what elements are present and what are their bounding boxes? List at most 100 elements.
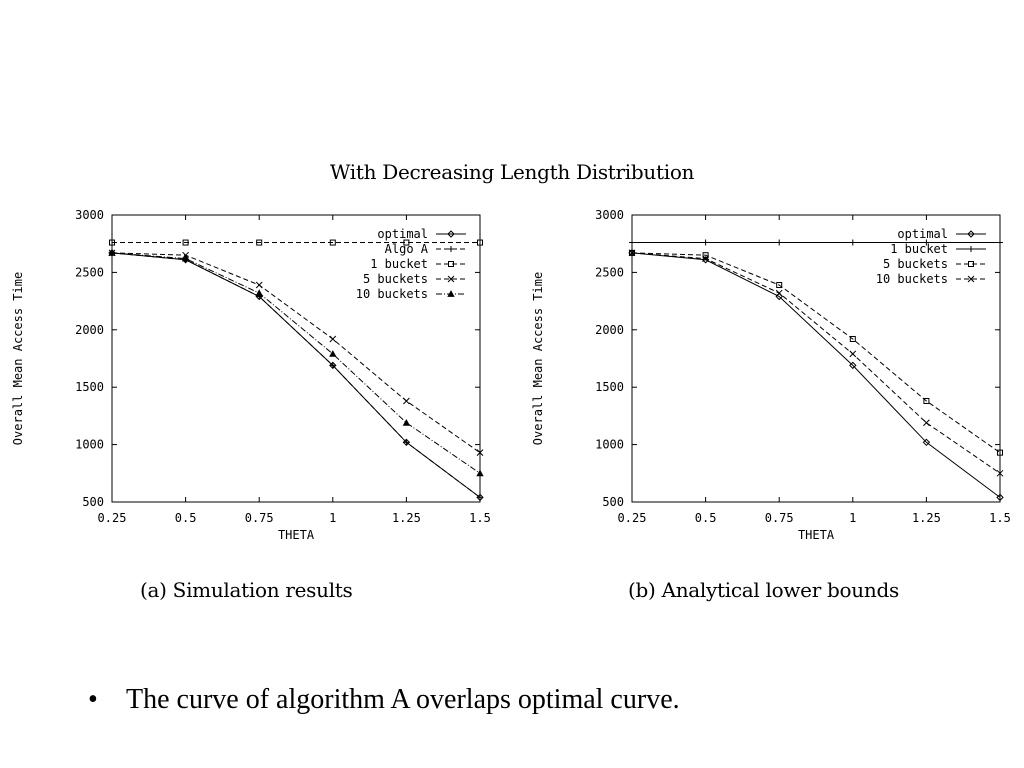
x-tick-label: 1.5 <box>989 511 1011 525</box>
data-point <box>182 239 189 246</box>
data-point <box>628 249 636 257</box>
legend-marker <box>967 230 975 238</box>
x-tick-label: 0.75 <box>765 511 794 525</box>
legend-label: optimal <box>377 227 428 241</box>
legend-marker <box>448 246 454 252</box>
x-tick-label: 0.5 <box>695 511 717 525</box>
legend-label: 1 bucket <box>370 257 428 271</box>
series-line <box>631 252 1001 474</box>
data-point <box>329 335 337 343</box>
x-tick-label: 0.25 <box>98 511 127 525</box>
series-5-buckets <box>629 249 1003 456</box>
data-point <box>775 289 783 297</box>
x-tick-label: 1.25 <box>912 511 941 525</box>
data-point <box>702 252 709 259</box>
bullet-note: • The curve of algorithm A overlaps optim… <box>88 684 680 716</box>
y-tick-label: 2000 <box>595 323 624 337</box>
series-1-bucket <box>109 239 483 246</box>
data-point <box>776 282 783 289</box>
x-tick-label: 0.75 <box>245 511 274 525</box>
x-tick-label: 1 <box>849 511 856 525</box>
legend-marker <box>968 246 974 252</box>
data-point <box>702 239 709 246</box>
series-line <box>111 252 481 498</box>
legend-marker <box>447 275 455 283</box>
caption-simulation-results: (a) Simulation results <box>140 578 353 602</box>
data-point <box>996 493 1004 502</box>
x-tick-label: 1 <box>329 511 336 525</box>
legend-label: 1 bucket <box>890 242 948 256</box>
data-point <box>923 419 930 427</box>
legend-label: 10 buckets <box>356 287 428 301</box>
data-point <box>849 361 857 370</box>
caption-analytical-lower-bounds: (b) Analytical lower bounds <box>628 578 899 602</box>
data-point <box>403 397 410 405</box>
data-point <box>702 255 709 262</box>
data-point <box>996 469 1004 477</box>
x-tick-label: 0.5 <box>175 511 197 525</box>
data-point <box>776 239 783 246</box>
legend-label: 5 buckets <box>883 257 948 271</box>
legend-marker <box>447 230 455 238</box>
series-line <box>111 252 481 454</box>
x-tick-label: 1.25 <box>392 511 421 525</box>
series-10-buckets <box>108 249 484 477</box>
data-point <box>108 249 116 256</box>
y-tick-label: 2500 <box>75 265 104 279</box>
legend-label: 5 buckets <box>363 272 428 286</box>
figure-title: With Decreasing Length Distribution <box>329 160 695 184</box>
data-point <box>849 239 856 246</box>
y-tick-label: 500 <box>602 495 624 509</box>
data-point <box>923 239 930 246</box>
data-point <box>997 449 1003 456</box>
legend-label: optimal <box>897 227 948 241</box>
y-tick-label: 500 <box>82 495 104 509</box>
x-axis-label: THETA <box>278 528 315 542</box>
y-tick-label: 1500 <box>595 380 624 394</box>
y-axis-label: Overall Mean Access Time <box>531 272 545 445</box>
data-point <box>701 256 710 264</box>
y-tick-label: 3000 <box>75 208 104 222</box>
y-tick-label: 1000 <box>595 438 624 452</box>
series-1-bucket <box>629 239 1003 246</box>
data-point <box>109 239 115 246</box>
data-point <box>403 239 410 246</box>
y-tick-label: 2000 <box>75 323 104 337</box>
plot-frame <box>111 214 481 503</box>
data-point <box>402 418 411 426</box>
chart-simulation-results: 500 1000 1500 2000 2500 3000 0.25 0.5 0.75 1 1.25 1… <box>11 208 491 542</box>
series-line <box>631 252 1001 454</box>
legend-marker <box>447 290 455 297</box>
y-tick-label: 3000 <box>595 208 624 222</box>
plot-frame <box>631 214 1001 503</box>
data-point <box>922 438 931 447</box>
data-point <box>629 239 635 246</box>
x-tick-label: 1.5 <box>469 511 491 525</box>
bullet-icon: • <box>88 684 98 715</box>
legend-label: 10 buckets <box>876 272 948 286</box>
x-axis-label: THETA <box>798 528 835 542</box>
data-point <box>329 362 336 369</box>
data-point <box>476 469 484 477</box>
data-point <box>849 335 856 342</box>
data-point <box>849 350 857 358</box>
legend-marker <box>968 261 974 267</box>
chart-analytical-lower-bounds: 500 1000 1500 2000 2500 3000 0.25 0.5 0.75 1 1.25 1… <box>531 208 1011 542</box>
legend-marker <box>967 275 975 283</box>
x-tick-label: 0.25 <box>618 511 647 525</box>
data-point <box>181 254 190 262</box>
data-point <box>477 239 483 246</box>
y-tick-label: 2500 <box>595 265 624 279</box>
data-point <box>329 350 337 357</box>
legend-marker <box>448 261 454 267</box>
data-point <box>255 281 263 289</box>
data-point <box>403 439 410 446</box>
note-text: The curve of algorithm A overlaps optima… <box>126 684 680 715</box>
data-point <box>255 289 263 296</box>
data-point <box>256 239 263 246</box>
data-point <box>477 494 483 501</box>
y-tick-label: 1500 <box>75 380 104 394</box>
data-point <box>329 239 336 246</box>
series-line <box>111 252 481 474</box>
data-point <box>476 449 484 456</box>
